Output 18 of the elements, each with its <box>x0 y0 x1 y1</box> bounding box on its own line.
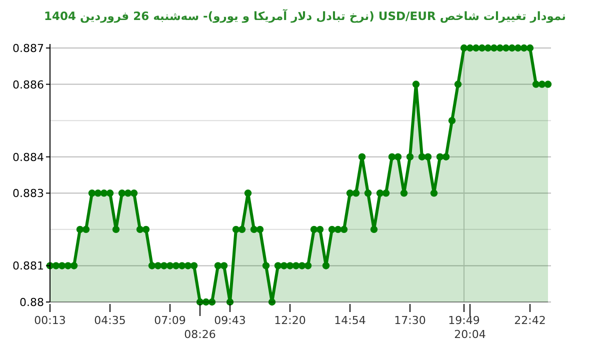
x-tick-label: 19:49 <box>448 314 480 327</box>
x-tick-label: 22:42 <box>514 314 546 327</box>
x-tick-label: 12:20 <box>274 314 306 327</box>
x-tick-label: 08:26 <box>184 328 216 341</box>
y-tick-label: 0.884 <box>12 150 44 164</box>
x-tick-label: 07:09 <box>154 314 186 327</box>
x-tick-label: 04:35 <box>94 314 126 327</box>
y-tick-label: 0.886 <box>12 78 44 92</box>
y-tick-label: 0.883 <box>12 187 44 200</box>
x-tick-label: 14:54 <box>334 314 366 327</box>
x-tick-label: 20:04 <box>454 328 486 341</box>
chart-title: نمودار تغییرات شاخص USD/EUR (نرخ تبادل دلار آمریکا و یورو)- سه‌شنبه 26 فروردین 1404 <box>44 9 566 23</box>
x-tick-label: 09:43 <box>214 314 246 327</box>
y-tick-label: 0.881 <box>12 260 44 273</box>
x-tick-label: 00:13 <box>34 314 66 327</box>
y-tick-label: 0.88 <box>20 296 44 309</box>
y-tick-label: 0.887 <box>12 42 44 55</box>
x-tick-label: 17:30 <box>394 314 426 327</box>
